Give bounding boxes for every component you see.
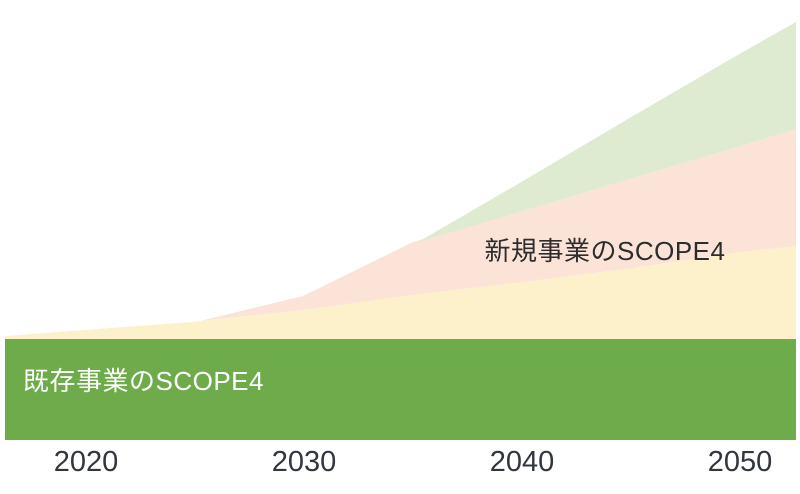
existing-business-band xyxy=(5,339,796,440)
x-tick-2030: 2030 xyxy=(271,446,337,478)
x-tick-2040: 2040 xyxy=(489,446,555,478)
x-tick-2050: 2050 xyxy=(707,446,773,478)
new-business-label: 新規事業のSCOPE4 xyxy=(484,236,726,266)
x-axis: 2020 2030 2040 2050 xyxy=(0,446,800,480)
x-tick-2020: 2020 xyxy=(53,446,119,478)
new-business-area-pink xyxy=(200,129,796,321)
existing-business-label: 既存事業のSCOPE4 xyxy=(23,366,264,396)
new-business-area-cream xyxy=(5,246,796,339)
new-business-area-green xyxy=(418,22,796,242)
